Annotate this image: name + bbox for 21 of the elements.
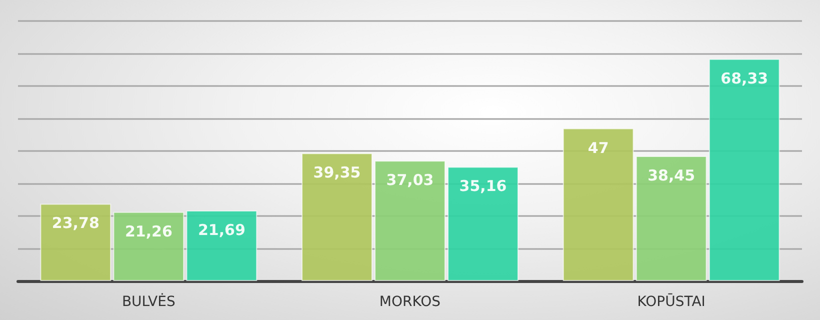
data-label: 35,16 [459, 177, 507, 196]
x-tick-label: KOPŪSTAI [637, 293, 706, 310]
data-label: 38,45 [648, 166, 696, 185]
bar [448, 166, 518, 281]
bar [40, 204, 112, 281]
data-label: 68,33 [720, 69, 768, 88]
x-tick-label: MORKOS [379, 294, 441, 310]
data-label: 23,78 [52, 214, 100, 232]
data-label: 37,03 [386, 171, 434, 190]
data-label: 39,35 [313, 164, 361, 182]
bar [302, 153, 372, 281]
bar [562, 128, 634, 281]
bar [186, 210, 258, 281]
x-tick-label: BULVĖS [122, 293, 176, 310]
bar [708, 58, 780, 281]
data-label: 21,69 [198, 221, 246, 240]
bar [113, 212, 184, 281]
data-label: 21,26 [124, 222, 172, 240]
bar [636, 156, 707, 281]
data-label: 47 [588, 138, 609, 157]
bar [374, 160, 446, 281]
